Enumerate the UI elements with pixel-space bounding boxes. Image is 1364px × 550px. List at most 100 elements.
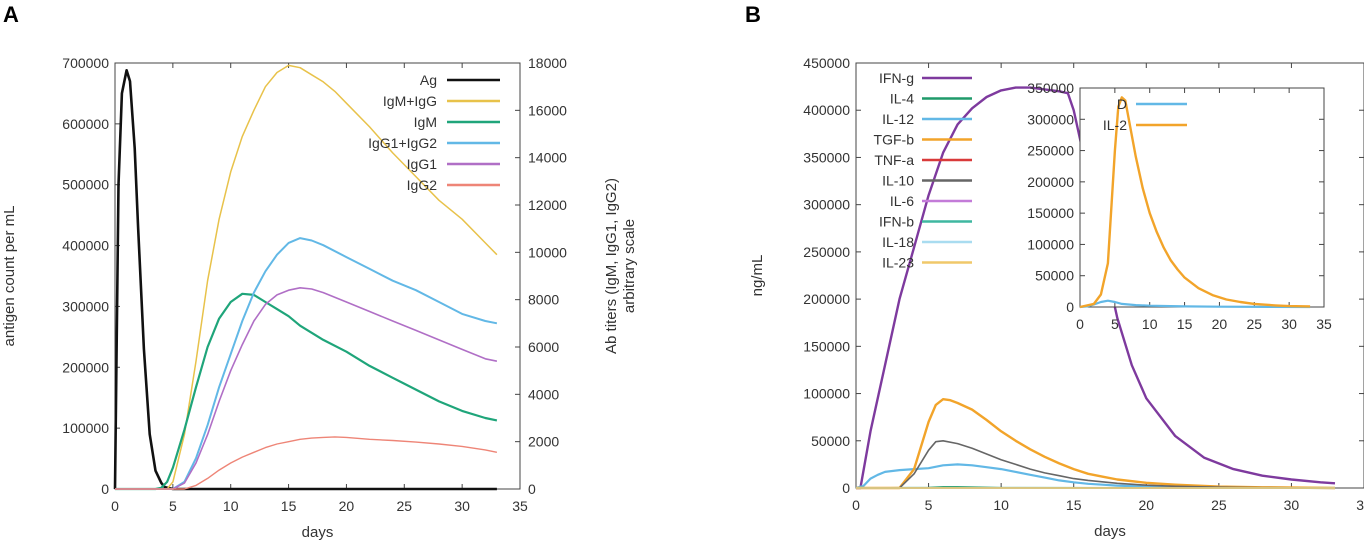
legend-label: IL-2 xyxy=(1103,117,1127,133)
y-tick-label: 0 xyxy=(1066,299,1074,315)
y-tick-label: 300000 xyxy=(1027,111,1074,127)
chart-b: 0 5 10 15 20 25 30 35 0 50000 100000 150000 200000 25… xyxy=(749,55,1364,540)
legend-label: IgM xyxy=(414,114,437,130)
y-tick-label: 250000 xyxy=(803,244,850,260)
y2-tick-label: 10000 xyxy=(528,244,567,260)
series-line-igg2 xyxy=(115,436,498,490)
legend-label: IL-6 xyxy=(890,193,914,209)
legend-label: IgG1 xyxy=(407,156,438,172)
A-plot-frame xyxy=(114,62,521,490)
y2-tick-label: 2000 xyxy=(528,434,559,450)
legend-label: IgM+IgG xyxy=(383,93,437,109)
panel-b-label: B xyxy=(745,2,761,27)
legend-label: IFN-b xyxy=(879,214,914,230)
legend-label: IFN-g xyxy=(879,70,914,86)
x-tick-label: 20 xyxy=(339,498,355,514)
x-tick-label: 10 xyxy=(1142,316,1158,332)
y-tick-label: 100000 xyxy=(1027,236,1074,252)
x-tick-label: 10 xyxy=(223,498,239,514)
legend-label: IL-4 xyxy=(890,91,914,107)
series-line-ifn-g xyxy=(856,86,1336,490)
series-line-igg1-igg2 xyxy=(115,237,498,490)
y-axis-title: antigen count per mL xyxy=(1,206,18,347)
y-tick-label: 150000 xyxy=(1027,205,1074,221)
legend-label: D xyxy=(1117,96,1127,112)
y2-tick-label: 12000 xyxy=(528,197,567,213)
x-tick-label: 5 xyxy=(169,498,177,514)
x-tick-label: 35 xyxy=(1316,316,1332,332)
x-tick-label: 5 xyxy=(1111,316,1119,332)
y-tick-label: 100000 xyxy=(62,420,109,436)
y-tick-label: 200000 xyxy=(803,291,850,307)
series-line-igg1 xyxy=(115,286,498,490)
x-tick-label: 0 xyxy=(111,498,119,514)
y-tick-label: 700000 xyxy=(62,55,109,71)
legend-label: IL-23 xyxy=(882,255,914,271)
x-tick-label: 25 xyxy=(396,498,412,514)
y-tick-label: 400000 xyxy=(803,102,850,118)
x-axis-title: days xyxy=(1094,523,1126,540)
y-tick-label: 0 xyxy=(842,480,850,496)
y2-tick-label: 0 xyxy=(528,481,536,497)
x-tick-label: 15 xyxy=(1177,316,1193,332)
x-tick-label: 25 xyxy=(1246,316,1262,332)
legend-label: IgG2 xyxy=(407,177,438,193)
legend-label: TNF-a xyxy=(874,152,914,168)
x-tick-label: 0 xyxy=(852,497,860,513)
y2-tick-label: 16000 xyxy=(528,102,567,118)
series-line-il-2 xyxy=(1079,96,1311,309)
x-tick-label: 30 xyxy=(1284,497,1300,513)
y2-tick-label: 6000 xyxy=(528,339,559,355)
y-tick-label: 300000 xyxy=(62,298,109,314)
x-tick-label: 15 xyxy=(1066,497,1082,513)
y-tick-label: 200000 xyxy=(1027,174,1074,190)
y-tick-label: 350000 xyxy=(1027,80,1074,96)
x-tick-label: 5 xyxy=(925,497,933,513)
y-tick-label: 200000 xyxy=(62,359,109,375)
legend-label: IL-18 xyxy=(882,234,914,250)
y-tick-label: 500000 xyxy=(62,177,109,193)
x-tick-label: 35 xyxy=(1356,497,1364,513)
x-tick-label: 30 xyxy=(1281,316,1297,332)
y2-tick-label: 8000 xyxy=(528,292,559,308)
series-line-il-12 xyxy=(855,463,1336,490)
y-tick-label: 150000 xyxy=(803,338,850,354)
x-tick-label: 20 xyxy=(1212,316,1228,332)
y2-tick-label: 18000 xyxy=(528,55,567,71)
y2-axis-subtitle: arbitrary scale xyxy=(621,219,638,313)
y-axis-title: ng/mL xyxy=(749,255,766,297)
inset-background xyxy=(1080,88,1324,307)
x-axis-title: days xyxy=(302,524,334,541)
y-tick-label: 350000 xyxy=(803,149,850,165)
y2-axis-title: Ab titers (IgM, IgG1, IgG2) xyxy=(603,178,620,354)
y-tick-label: 50000 xyxy=(1035,268,1074,284)
series-line-igm xyxy=(115,292,498,491)
x-tick-label: 35 xyxy=(512,498,528,514)
legend-label: IgG1+IgG2 xyxy=(368,135,437,151)
x-tick-label: 20 xyxy=(1138,497,1154,513)
x-tick-label: 25 xyxy=(1211,497,1227,513)
series-line-il-10 xyxy=(856,439,1336,489)
legend-label: TGF-b xyxy=(874,132,915,148)
y-tick-label: 250000 xyxy=(1027,143,1074,159)
series-line-ag xyxy=(113,69,497,491)
series-line-igm-igg xyxy=(115,64,498,490)
chart-b-inset: 0 5 10 15 20 25 30 35 0 50000 100000 150000 200000 25… xyxy=(1027,80,1332,332)
panel-a-label: A xyxy=(3,2,19,27)
y-tick-label: 450000 xyxy=(803,55,850,71)
series-line-tgf-b xyxy=(856,398,1336,490)
y2-tick-label: 14000 xyxy=(528,150,567,166)
chart-a: 0 5 10 15 20 25 30 3501000002000003000004000005… xyxy=(1,55,638,541)
legend-label: IL-12 xyxy=(882,111,914,127)
x-tick-label: 0 xyxy=(1076,316,1084,332)
y-tick-label: 100000 xyxy=(803,386,850,402)
y-tick-label: 50000 xyxy=(811,433,850,449)
x-tick-label: 30 xyxy=(454,498,470,514)
legend-label: Ag xyxy=(420,72,437,88)
y-tick-label: 600000 xyxy=(62,116,109,132)
legend-label: IL-10 xyxy=(882,173,914,189)
y-tick-label: 300000 xyxy=(803,197,850,213)
y-tick-label: 0 xyxy=(101,481,109,497)
y-tick-label: 400000 xyxy=(62,238,109,254)
